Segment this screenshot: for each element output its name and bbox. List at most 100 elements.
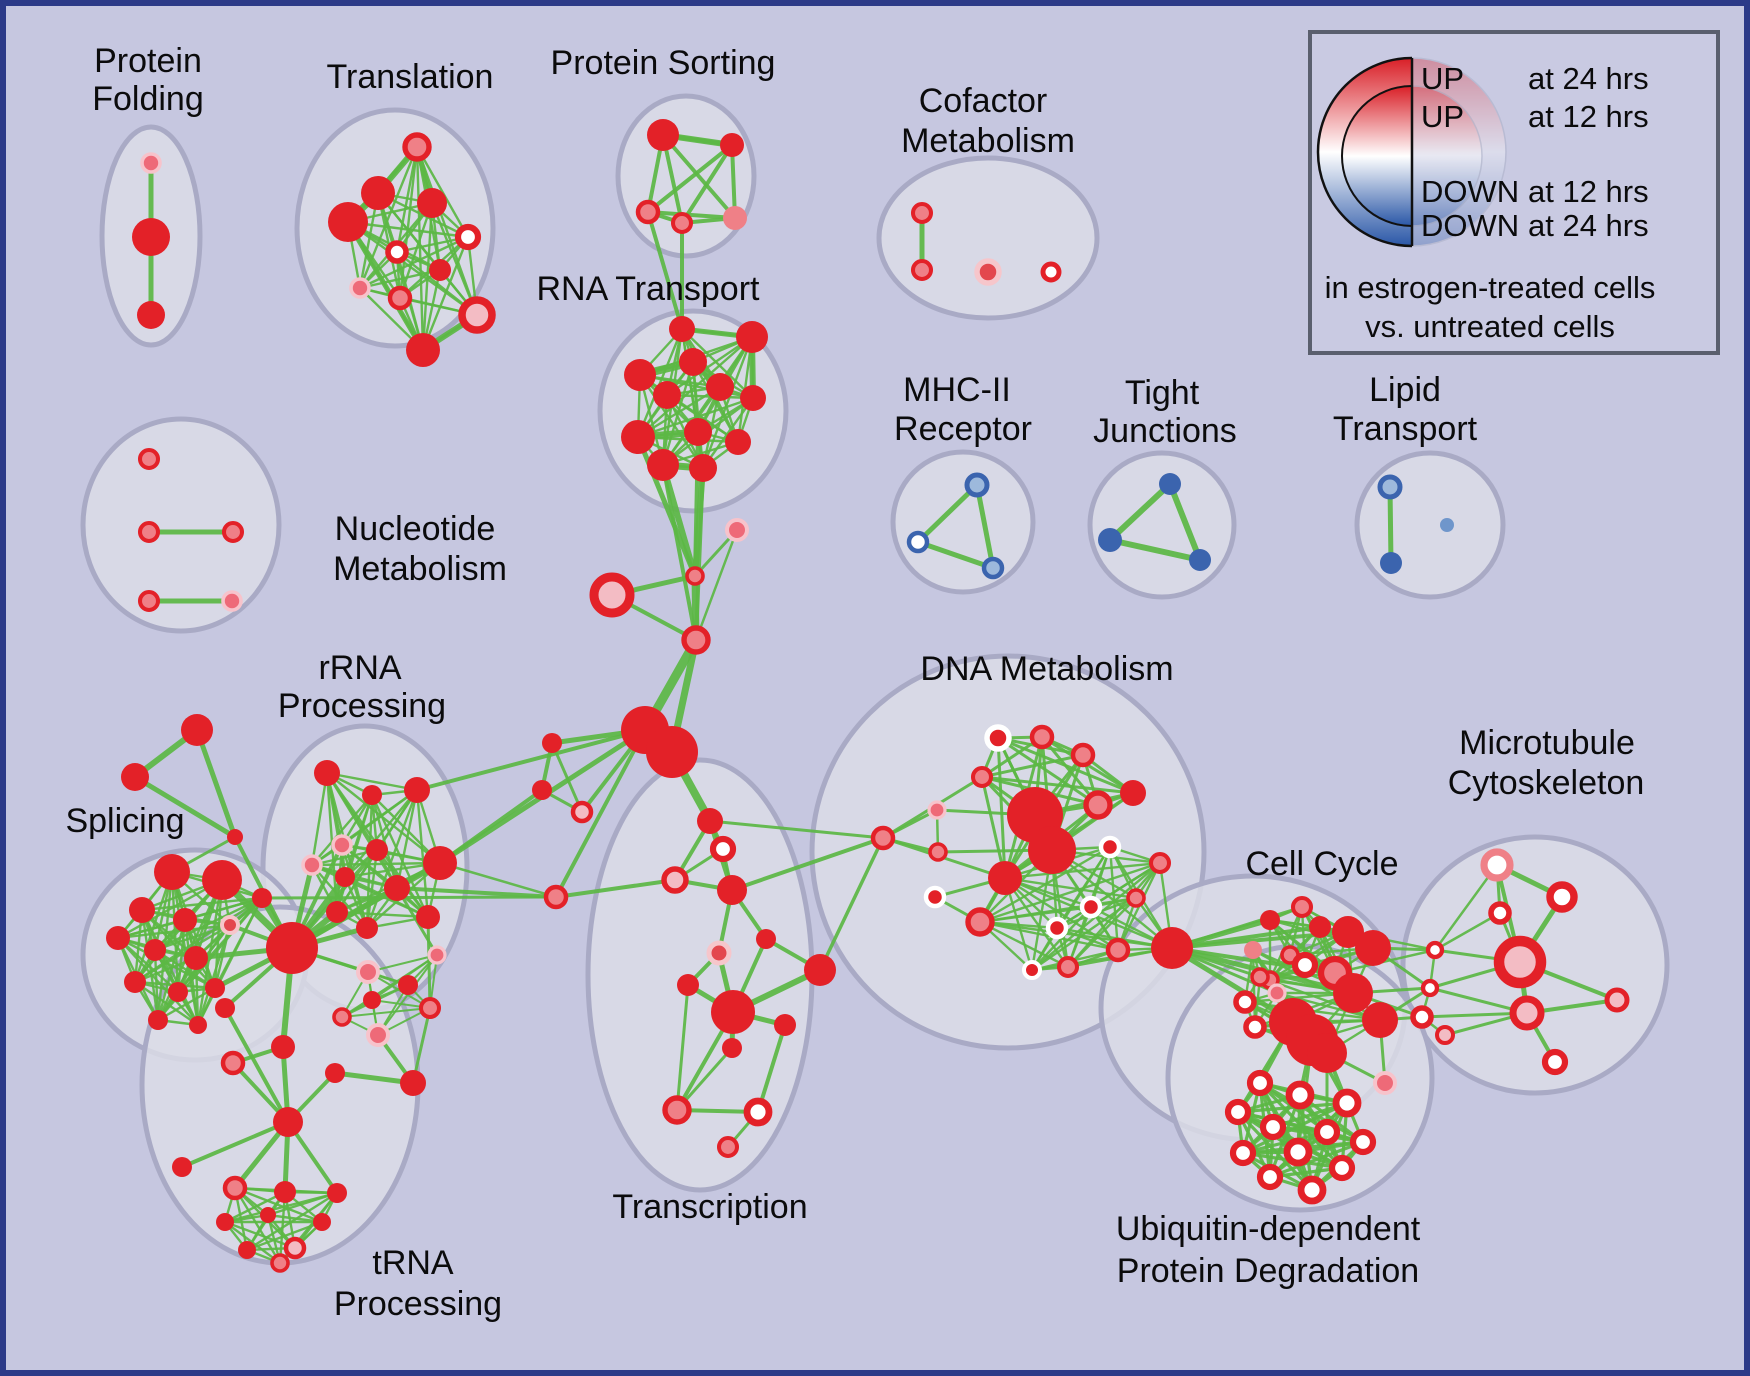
network-node[interactable]	[910, 201, 934, 225]
network-node[interactable]	[1435, 1025, 1455, 1045]
network-node[interactable]	[1291, 951, 1319, 979]
network-node[interactable]	[202, 860, 242, 900]
network-node[interactable]	[356, 917, 378, 939]
network-node[interactable]	[964, 472, 990, 498]
network-node[interactable]	[301, 854, 323, 876]
network-node[interactable]	[1333, 973, 1373, 1013]
network-node[interactable]	[1022, 960, 1042, 980]
network-node[interactable]	[172, 1157, 192, 1177]
network-node[interactable]	[910, 258, 934, 282]
network-node[interactable]	[716, 1135, 740, 1159]
network-node[interactable]	[706, 940, 732, 966]
network-node[interactable]	[1029, 724, 1055, 750]
network-node[interactable]	[417, 188, 447, 218]
network-node[interactable]	[647, 119, 679, 151]
network-node[interactable]	[271, 1035, 295, 1059]
network-node[interactable]	[1349, 1128, 1377, 1156]
network-node[interactable]	[1243, 1015, 1267, 1039]
network-node[interactable]	[725, 518, 749, 542]
network-node[interactable]	[1332, 1088, 1362, 1118]
network-node[interactable]	[927, 800, 947, 820]
network-node[interactable]	[774, 1014, 796, 1036]
network-node[interactable]	[327, 1183, 347, 1203]
network-node[interactable]	[709, 835, 737, 863]
network-node[interactable]	[685, 566, 705, 586]
network-node[interactable]	[736, 321, 768, 353]
network-node[interactable]	[1440, 518, 1454, 532]
network-node[interactable]	[1285, 1080, 1315, 1110]
network-node[interactable]	[328, 202, 368, 242]
network-node[interactable]	[458, 296, 496, 334]
network-node[interactable]	[1224, 1098, 1252, 1126]
network-node[interactable]	[366, 839, 388, 861]
network-node[interactable]	[274, 1181, 296, 1203]
network-node[interactable]	[988, 861, 1022, 895]
network-node[interactable]	[740, 385, 766, 411]
network-node[interactable]	[406, 333, 440, 367]
network-node[interactable]	[132, 218, 170, 256]
network-node[interactable]	[184, 946, 208, 970]
network-node[interactable]	[722, 1038, 742, 1058]
network-node[interactable]	[1056, 955, 1080, 979]
network-node[interactable]	[252, 888, 272, 908]
network-node[interactable]	[1260, 910, 1280, 930]
network-node[interactable]	[222, 1175, 248, 1201]
network-node[interactable]	[1070, 742, 1096, 768]
network-node[interactable]	[273, 1107, 303, 1137]
network-node[interactable]	[804, 954, 836, 986]
network-node[interactable]	[720, 133, 744, 157]
network-node[interactable]	[1120, 780, 1146, 806]
network-node[interactable]	[220, 915, 240, 935]
network-node[interactable]	[356, 960, 380, 984]
network-node[interactable]	[669, 316, 695, 342]
network-node[interactable]	[1229, 1139, 1257, 1167]
network-node[interactable]	[314, 760, 340, 786]
network-node[interactable]	[1480, 848, 1514, 882]
network-node[interactable]	[418, 996, 442, 1020]
network-node[interactable]	[349, 277, 371, 299]
network-node[interactable]	[974, 258, 1002, 286]
network-node[interactable]	[1267, 983, 1287, 1003]
network-node[interactable]	[635, 199, 661, 225]
network-node[interactable]	[1259, 1113, 1287, 1141]
network-node[interactable]	[124, 971, 146, 993]
network-node[interactable]	[1290, 895, 1314, 919]
network-node[interactable]	[1189, 549, 1211, 571]
network-node[interactable]	[423, 846, 457, 880]
network-node[interactable]	[137, 589, 161, 613]
network-node[interactable]	[1546, 881, 1578, 913]
network-node[interactable]	[646, 726, 698, 778]
network-node[interactable]	[144, 939, 166, 961]
network-node[interactable]	[1148, 851, 1172, 875]
network-node[interactable]	[400, 1070, 426, 1096]
network-node[interactable]	[1362, 1002, 1398, 1038]
network-node[interactable]	[670, 211, 694, 235]
network-node[interactable]	[326, 901, 348, 923]
network-node[interactable]	[543, 884, 569, 910]
network-node[interactable]	[1283, 1137, 1313, 1167]
network-node[interactable]	[1309, 916, 1331, 938]
network-node[interactable]	[404, 777, 430, 803]
network-node[interactable]	[723, 206, 747, 230]
network-node[interactable]	[181, 714, 213, 746]
network-node[interactable]	[1488, 901, 1512, 925]
network-node[interactable]	[1355, 930, 1391, 966]
network-node[interactable]	[647, 449, 679, 481]
network-node[interactable]	[706, 373, 734, 401]
network-node[interactable]	[689, 454, 717, 482]
network-node[interactable]	[756, 929, 776, 949]
network-node[interactable]	[266, 922, 318, 974]
network-node[interactable]	[1126, 888, 1146, 908]
network-node[interactable]	[129, 897, 155, 923]
network-node[interactable]	[1159, 473, 1181, 495]
network-node[interactable]	[1328, 1154, 1356, 1182]
network-node[interactable]	[661, 866, 689, 894]
network-node[interactable]	[624, 359, 656, 391]
network-node[interactable]	[984, 724, 1012, 752]
network-node[interactable]	[1040, 261, 1062, 283]
network-node[interactable]	[621, 420, 655, 454]
network-node[interactable]	[216, 1213, 234, 1231]
network-node[interactable]	[1541, 1048, 1569, 1076]
network-node[interactable]	[238, 1241, 256, 1259]
network-node[interactable]	[283, 1236, 307, 1260]
